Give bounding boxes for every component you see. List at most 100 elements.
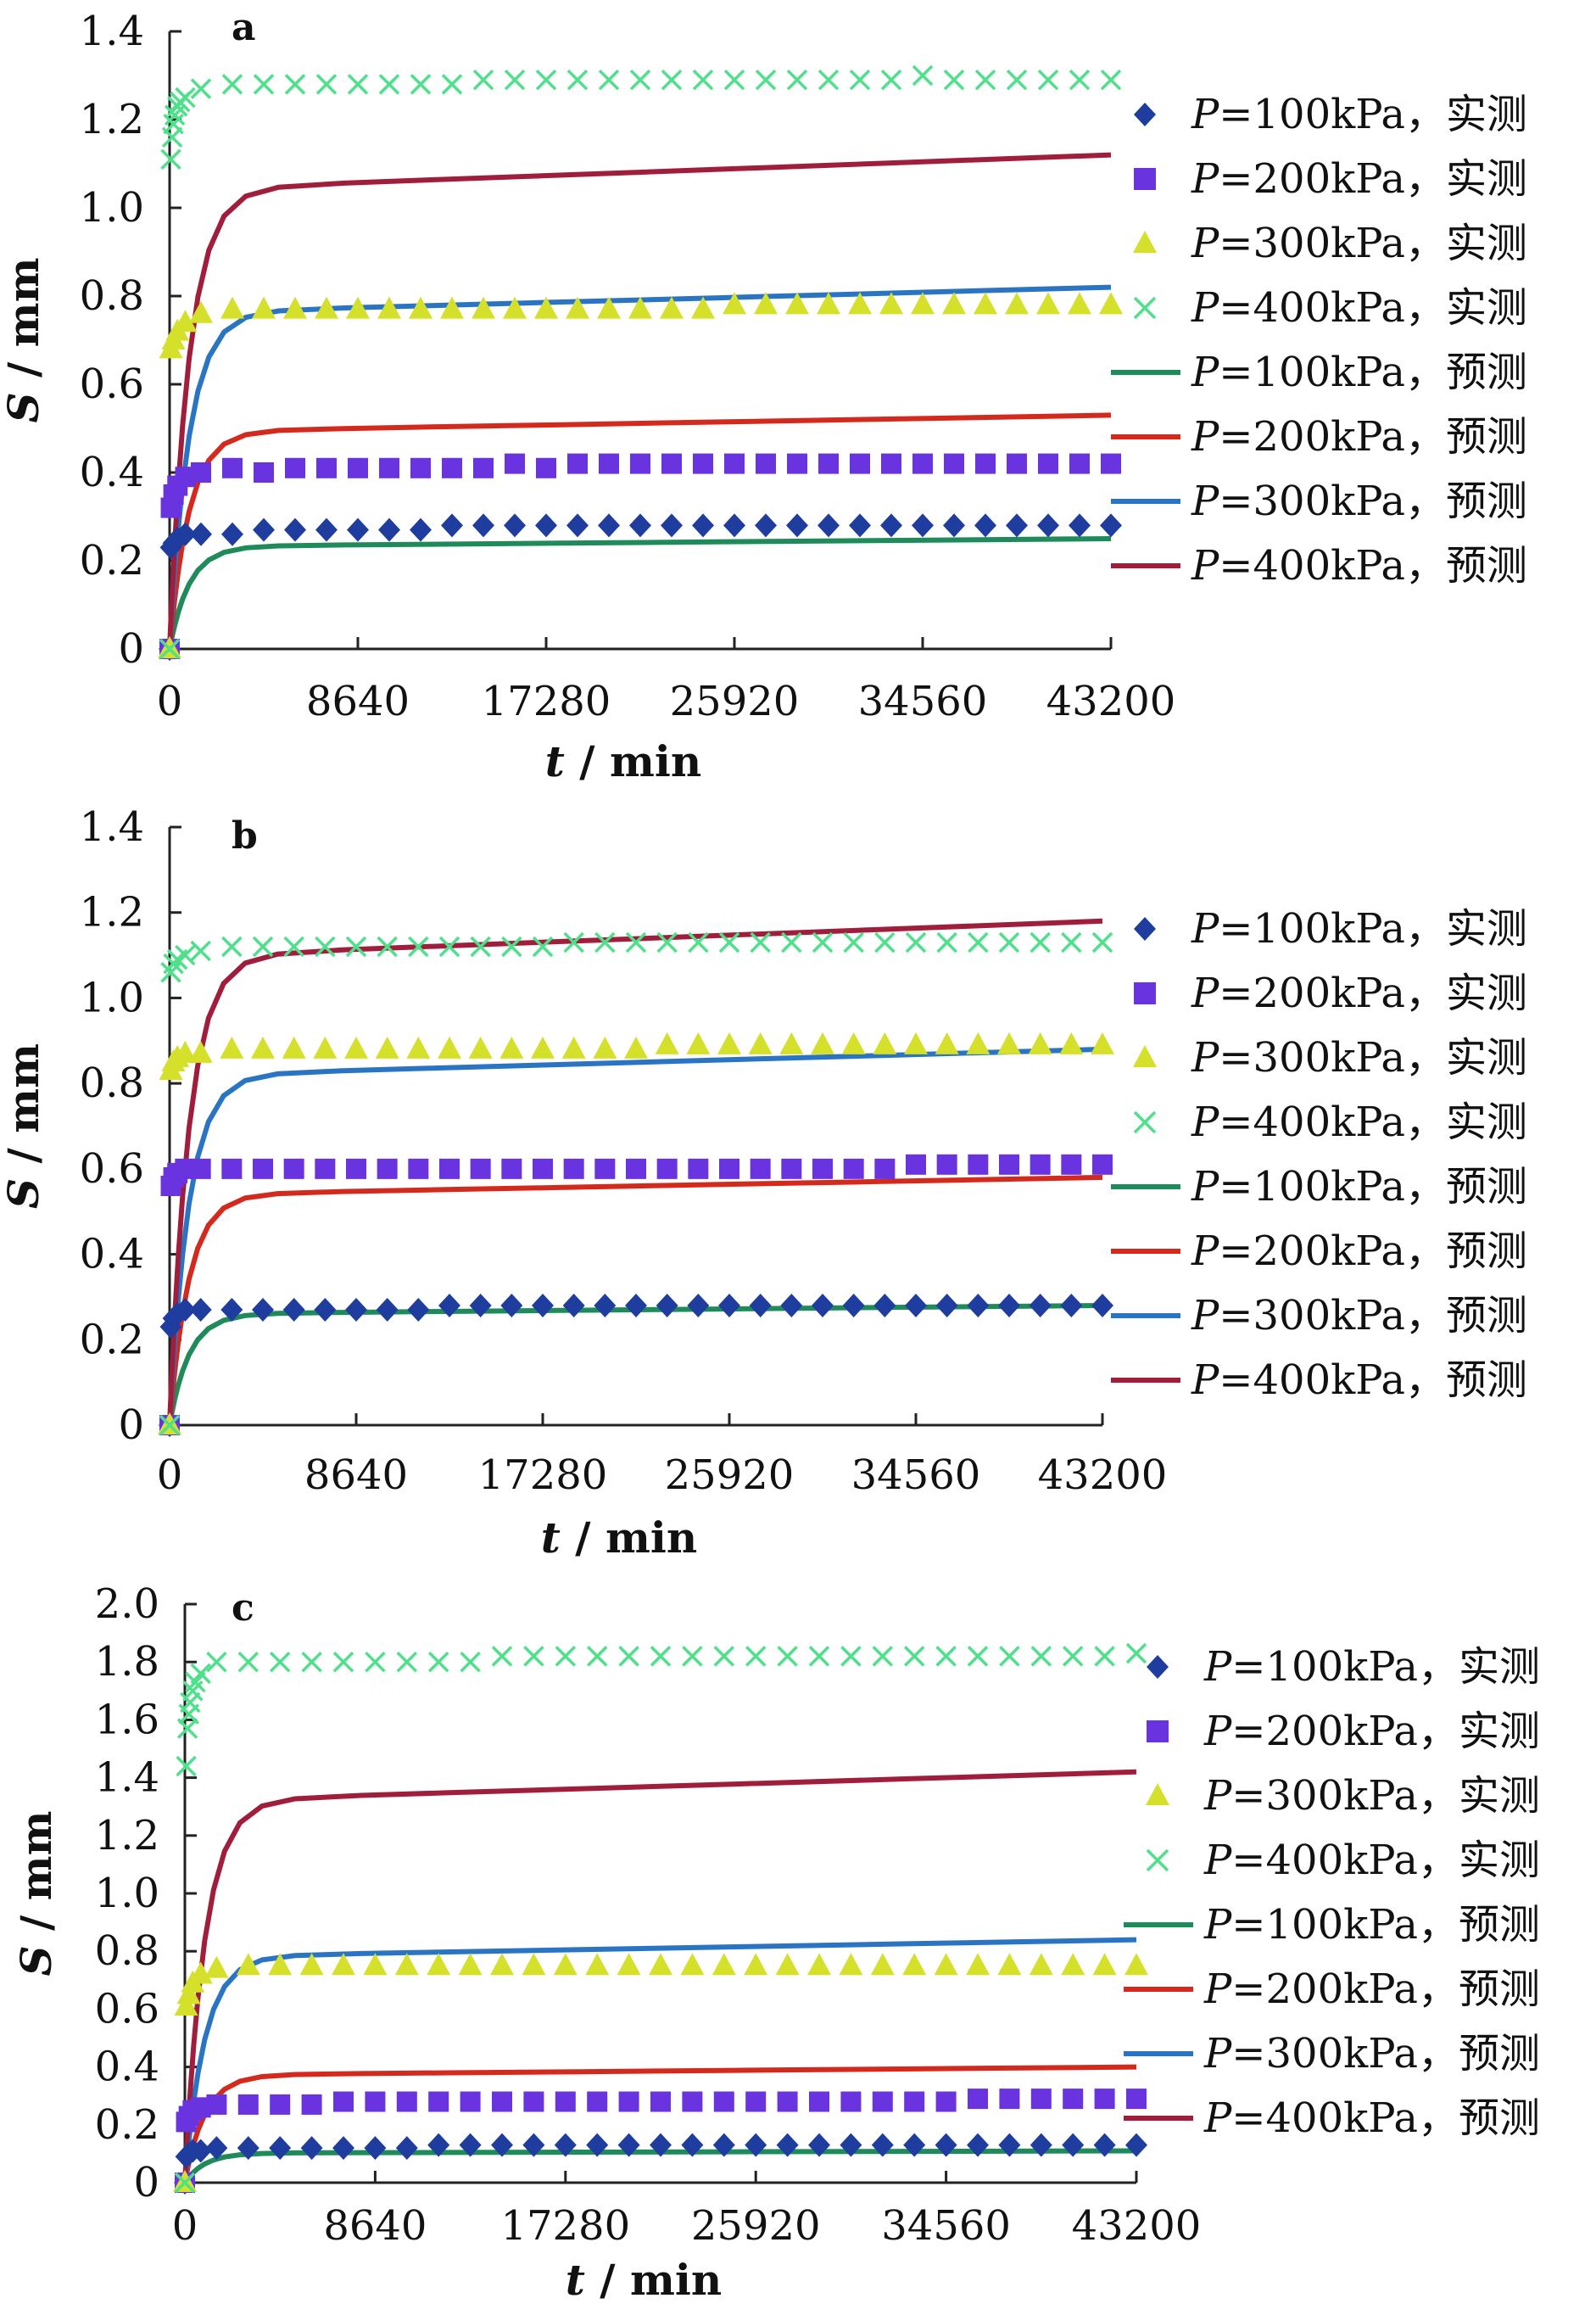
- measured-point-s4: [284, 74, 306, 95]
- measured-point-s4: [903, 1646, 925, 1667]
- measured-point-s2: [315, 1158, 336, 1179]
- legend-entry: P=100kPa，实测: [1147, 1643, 1540, 1691]
- legend-label-rest: =200kPa，实测: [1219, 155, 1527, 203]
- legend-entry: P=400kPa，预测: [1124, 2094, 1540, 2142]
- legend-label-var: P: [1191, 413, 1219, 461]
- measured-point-s2: [999, 2089, 1020, 2110]
- measured-point-s2: [975, 453, 996, 474]
- legend-entry: P=400kPa，实测: [1133, 284, 1527, 332]
- measured-point-s1: [378, 517, 400, 542]
- measured-point-s3: [1059, 1032, 1084, 1054]
- measured-point-s4: [190, 940, 211, 962]
- chart-panel-b: 0 0.2 0.4 0.6 0.8 1.0 1.2 1.4 0 8640 17280 25920 345…: [0, 803, 1527, 1563]
- legend-entry: P=200kPa，预测: [1111, 1227, 1527, 1275]
- measured-point-s4: [968, 931, 989, 953]
- measured-point-s4: [812, 931, 834, 953]
- measured-point-s2: [333, 2091, 354, 2112]
- measured-point-s1: [237, 2136, 259, 2161]
- measured-point-s4: [347, 74, 369, 95]
- measured-point-s4: [656, 931, 678, 953]
- legend-label-var: P: [1191, 478, 1219, 525]
- legend-label-var: P: [1191, 905, 1219, 953]
- x-axis-title: t / min: [545, 736, 701, 786]
- measured-point-s2: [567, 453, 588, 474]
- measured-point-s2: [191, 462, 211, 483]
- measured-point-s2: [473, 457, 494, 478]
- predicted-curve-4: [167, 152, 1112, 650]
- x-axis-title: t / min: [566, 2255, 722, 2305]
- x-axis-unit: / min: [561, 1513, 697, 1563]
- chart-panel-a: 0 0.2 0.4 0.6 0.8 1.0 1.2 1.4 0 8640 17280 25920 345…: [0, 6, 1527, 786]
- measured-point-s4: [586, 1646, 608, 1667]
- measured-point-s1: [745, 2133, 767, 2157]
- measured-point-s2: [599, 453, 619, 474]
- measured-point-s1: [532, 1294, 554, 1317]
- measured-point-s2: [346, 1158, 366, 1179]
- legend-label: P=200kPa，预测: [1203, 1966, 1540, 2013]
- measured-point-s2: [850, 453, 870, 474]
- measured-point-s2: [410, 457, 431, 478]
- measured-point-s2: [501, 1158, 522, 1179]
- measured-point-s3: [841, 1032, 866, 1054]
- measured-point-s2: [1094, 2089, 1115, 2110]
- measured-point-s3: [597, 296, 621, 319]
- measured-point-s3: [1028, 1032, 1052, 1054]
- measured-point-s2: [843, 1158, 864, 1179]
- legend-label-var: P: [1191, 542, 1219, 590]
- legend-entry: P=400kPa，实测: [1133, 1099, 1527, 1146]
- measured-point-s1: [880, 513, 902, 538]
- x-tick-label: 43200: [1038, 1451, 1168, 1499]
- measured-point-s4: [438, 936, 460, 958]
- measured-point-s1: [221, 522, 243, 546]
- x-axis-var: t: [566, 2255, 585, 2305]
- measured-point-s1: [1125, 2133, 1147, 2157]
- measured-point-s1: [253, 517, 275, 542]
- x-tick-label: 8640: [306, 678, 410, 725]
- measured-point-s1: [535, 513, 557, 538]
- measured-point-s3: [717, 1032, 741, 1054]
- measured-point-s2: [1092, 1154, 1113, 1175]
- measured-point-s4: [221, 74, 243, 95]
- measured-point-s2: [237, 2094, 259, 2115]
- measured-point-s2: [285, 457, 305, 478]
- measured-point-s2: [316, 457, 337, 478]
- measured-point-s2: [881, 453, 901, 474]
- measured-point-s1: [687, 1294, 710, 1317]
- measured-point-s1: [554, 2133, 577, 2157]
- measured-point-s4: [1100, 69, 1122, 91]
- measured-point-s1: [314, 1298, 337, 1322]
- legend-label-rest: =200kPa，预测: [1219, 413, 1527, 461]
- predicted-curve-1: [167, 536, 1112, 650]
- legend-label: P=100kPa，实测: [1203, 1643, 1540, 1691]
- measured-point-s3: [344, 1036, 368, 1059]
- measured-point-s4: [532, 936, 554, 958]
- measured-point-s4: [427, 1651, 449, 1673]
- measured-point-s3: [1036, 292, 1060, 315]
- measured-point-s4: [1062, 1646, 1084, 1667]
- measured-point-s1: [1060, 1294, 1083, 1317]
- measured-point-s2: [587, 2091, 608, 2112]
- measured-point-s4: [237, 1651, 259, 1673]
- legend-label-rest: =400kPa，实测: [1219, 1099, 1527, 1146]
- measured-point-s4: [598, 69, 620, 91]
- legend-x-swatch: [1133, 296, 1157, 320]
- measured-point-s3: [490, 1953, 514, 1976]
- legend-label-rest: =400kPa，实测: [1219, 284, 1527, 332]
- measured-point-s1: [566, 513, 589, 538]
- measured-point-s4: [629, 69, 651, 91]
- measured-point-s4: [723, 69, 745, 91]
- measured-point-s3: [438, 1036, 461, 1059]
- measured-point-s1: [967, 2133, 989, 2157]
- measured-point-s3: [1005, 292, 1029, 315]
- legend-label-rest: =400kPa，预测: [1219, 1356, 1527, 1404]
- legend-label: P=400kPa，预测: [1191, 542, 1527, 590]
- y-tick-label: 0.2: [95, 2101, 159, 2149]
- measured-point-s2: [1061, 1154, 1082, 1175]
- measured-point-s4: [872, 1646, 894, 1667]
- measured-point-s4: [692, 69, 714, 91]
- y-tick-label: 2.0: [95, 1580, 159, 1628]
- y-tick-label: 0: [133, 2159, 159, 2206]
- measured-point-s2: [912, 453, 933, 474]
- legend-label-rest: =100kPa，实测: [1219, 905, 1527, 953]
- predicted-curve-1: [167, 1303, 1103, 1426]
